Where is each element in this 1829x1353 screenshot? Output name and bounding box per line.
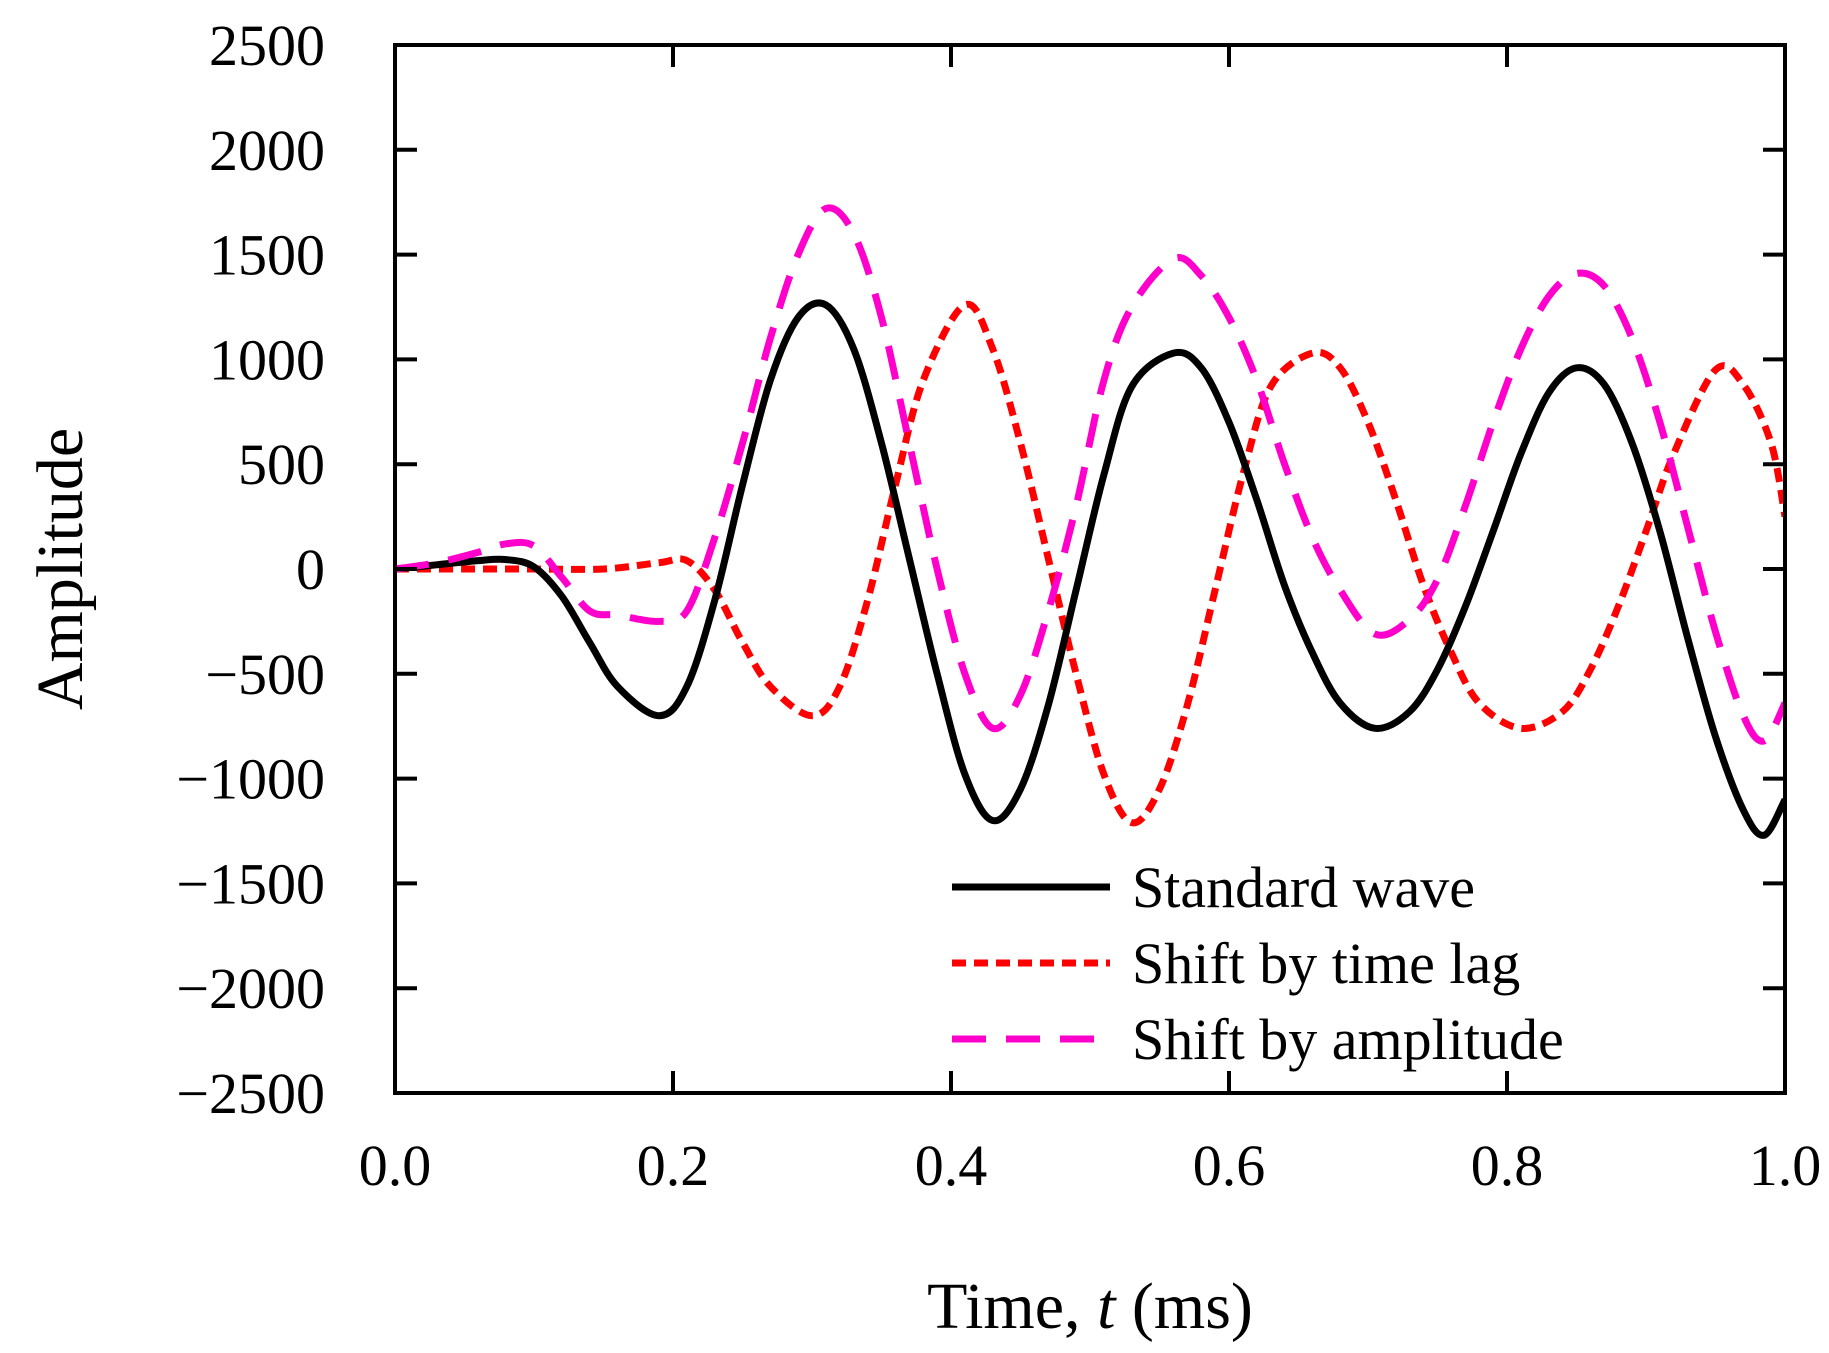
x-tick-label: 1.0 — [1749, 1133, 1822, 1198]
y-tick-label: −2500 — [176, 1061, 325, 1126]
y-tick-label: 2500 — [209, 13, 325, 78]
legend-label-2: Shift by amplitude — [1132, 1007, 1564, 1072]
series-line-2 — [395, 204, 1785, 745]
x-tick-label: 0.8 — [1471, 1133, 1544, 1198]
x-axis-label-variable: t — [1097, 1270, 1117, 1343]
x-tick-label: 0.6 — [1193, 1133, 1266, 1198]
y-tick-label: −2000 — [176, 956, 325, 1021]
y-tick-label: 1000 — [209, 327, 325, 392]
y-tick-label: 500 — [238, 432, 325, 497]
y-axis-label: Amplitude — [24, 428, 97, 710]
y-tick-label: −1000 — [176, 747, 325, 812]
series-layer — [395, 204, 1785, 839]
tick-layer: 0.0 0.2 0.4 0.6 0.8 1.0 2500 2000 1500 1000 500 0 −5… — [176, 13, 1821, 1198]
y-tick-label: −1500 — [176, 851, 325, 916]
series-line-1 — [395, 300, 1785, 827]
series-line-0 — [395, 299, 1785, 839]
x-axis-label-prefix: Time, — [927, 1270, 1097, 1343]
x-axis-label: Time, t (ms) — [927, 1270, 1253, 1343]
y-tick-label: −500 — [205, 642, 325, 707]
y-tick-label: 2000 — [209, 118, 325, 183]
legend-label-1: Shift by time lag — [1132, 931, 1520, 996]
x-tick-label: 0.4 — [915, 1133, 988, 1198]
y-tick-label: 0 — [296, 537, 325, 602]
y-tick-label: 1500 — [209, 223, 325, 288]
legend-label-0: Standard wave — [1132, 855, 1475, 920]
x-axis-label-suffix: (ms) — [1115, 1270, 1252, 1343]
legend: Standard wave Shift by time lag Shift by a… — [952, 855, 1564, 1072]
x-tick-label: 0.0 — [359, 1133, 432, 1198]
x-tick-label: 0.2 — [637, 1133, 710, 1198]
